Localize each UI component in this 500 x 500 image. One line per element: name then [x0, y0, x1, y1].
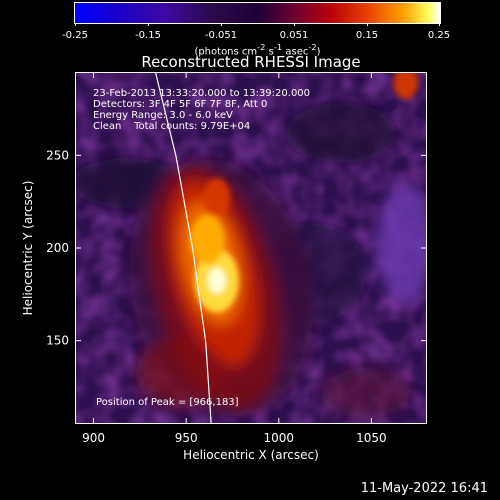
units-exponent: -1 — [273, 42, 283, 52]
emission-source — [203, 178, 231, 216]
emission-source — [190, 214, 226, 265]
colorbar-tick-mark — [294, 23, 295, 26]
x-tick-label: 1050 — [356, 431, 387, 445]
chart-title: Reconstructed RHESSI Image — [141, 53, 361, 71]
units-text: asec — [282, 46, 309, 58]
source-cores — [190, 73, 419, 313]
units-exponent: -2 — [257, 42, 266, 52]
colorbar-tick-label: 0.15 — [355, 30, 379, 41]
colorbar-tick-label: 0.051 — [279, 30, 309, 41]
heatmap-image — [76, 73, 426, 423]
peak-core — [207, 267, 226, 294]
colorbar-tick-mark — [221, 23, 222, 26]
y-axis-label: Heliocentric Y (arcsec) — [21, 180, 35, 316]
x-tick-label: 900 — [82, 431, 105, 445]
footer-date: 11-May-2022 16:41 — [360, 481, 488, 496]
colorbar-tick-mark — [75, 23, 76, 26]
units-text: s — [265, 46, 274, 58]
units-text: (photons cm — [194, 46, 258, 58]
colorbar-tick-label: 0.25 — [427, 30, 451, 41]
peak-position-label: Position of Peak = [966,183] — [96, 397, 239, 408]
emission-glow — [76, 103, 426, 418]
clean-counts-label: Clean Total counts: 9.79E+04 — [93, 121, 251, 132]
colorbar-units: (photons cm-2 s-1 asec-2) — [75, 42, 440, 57]
image-plot-area: 23-Feb-2013 13:33:20.000 to 13:39:20.000… — [75, 72, 427, 424]
colorbar-tick-mark — [148, 23, 149, 26]
time-range-label: 23-Feb-2013 13:33:20.000 to 13:39:20.000 — [93, 88, 311, 99]
y-tick-label: 150 — [46, 334, 69, 348]
emission-source — [393, 73, 419, 100]
y-tick-label: 200 — [46, 241, 69, 255]
colorbar-tick-label: -0.051 — [204, 30, 238, 41]
units-text: ) — [316, 46, 321, 58]
colorbar: -0.25 -0.15 -0.051 0.051 0.15 0.25 (phot… — [62, 2, 450, 57]
colorbar-tick-mark — [439, 23, 440, 26]
colorbar-gradient — [74, 2, 441, 24]
colorbar-tick-mark — [367, 23, 368, 26]
energy-range-label: Energy Range: 3.0 - 6.0 keV — [93, 110, 233, 121]
units-exponent: -2 — [308, 42, 317, 52]
x-tick-label: 950 — [175, 431, 198, 445]
solar-limb-line — [155, 73, 212, 423]
y-tick-label: 250 — [46, 148, 69, 162]
colorbar-tick-label: -0.15 — [135, 30, 161, 41]
colorbar-tick-label: -0.25 — [62, 30, 88, 41]
x-axis-label: Heliocentric X (arcsec) — [183, 448, 319, 462]
x-tick-label: 1000 — [264, 431, 295, 445]
detectors-label: Detectors: 3F 4F 5F 6F 7F 8F, Att 0 — [93, 99, 268, 110]
